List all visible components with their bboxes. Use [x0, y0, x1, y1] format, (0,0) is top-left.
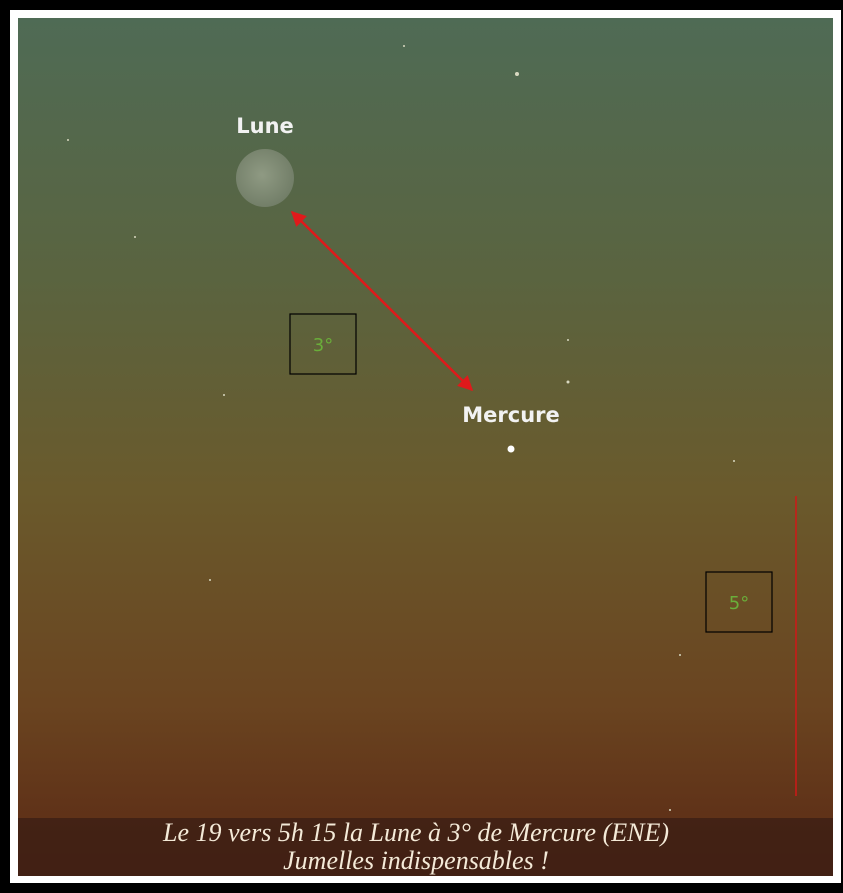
scale-label: 5°: [729, 593, 749, 614]
sky: [18, 18, 833, 876]
star: [733, 460, 735, 462]
mercury-label: Mercure: [462, 403, 560, 427]
star: [669, 809, 671, 811]
star: [134, 236, 136, 238]
moon: [236, 149, 294, 207]
star: [223, 394, 225, 396]
caption-line: Le 19 vers 5h 15 la Lune à 3° de Mercure…: [162, 818, 669, 847]
star: [403, 45, 405, 47]
separation-label: 3°: [313, 335, 333, 356]
star: [209, 579, 211, 581]
moon-label: Lune: [236, 114, 294, 138]
sky-view: Lune Mercure 3° 5° Le 19 vers 5h 15 la L…: [0, 0, 843, 893]
star: [567, 381, 570, 384]
caption-line: Jumelles indispensables !: [283, 846, 549, 875]
star: [679, 654, 681, 656]
star: [67, 139, 69, 141]
star: [515, 72, 519, 76]
mercury: [508, 446, 515, 453]
star: [567, 339, 569, 341]
page: {"moon_label": "Lune", "mercury_label": …: [0, 0, 843, 893]
